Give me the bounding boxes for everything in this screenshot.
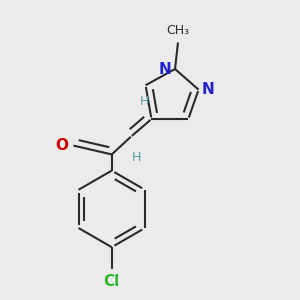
Text: O: O bbox=[55, 138, 68, 153]
Text: N: N bbox=[159, 61, 172, 76]
Text: N: N bbox=[202, 82, 215, 97]
Text: H: H bbox=[140, 95, 149, 108]
Text: H: H bbox=[132, 151, 141, 164]
Text: Cl: Cl bbox=[103, 274, 120, 289]
Text: CH₃: CH₃ bbox=[167, 24, 190, 37]
